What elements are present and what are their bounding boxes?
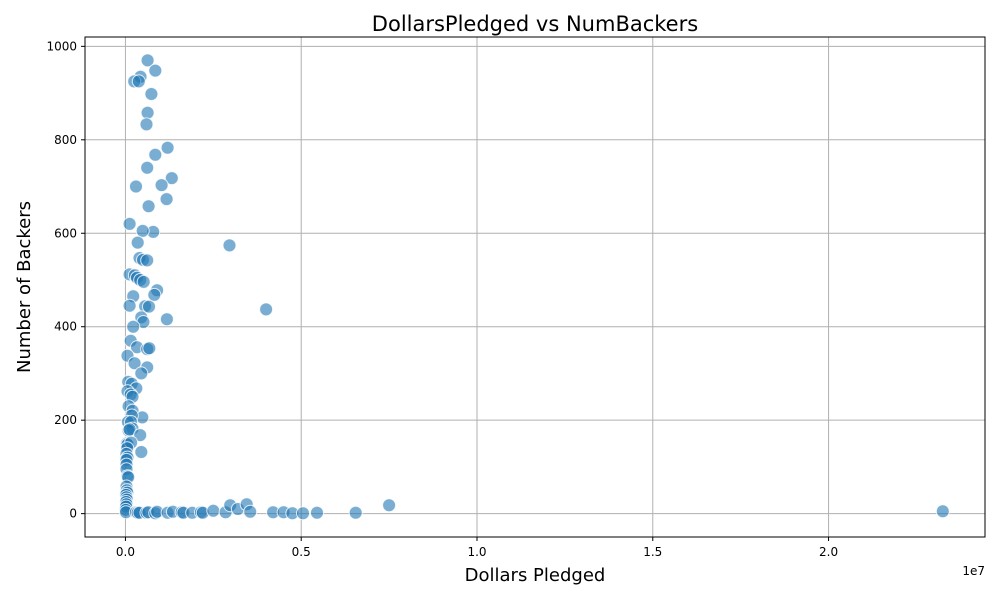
scatter-point xyxy=(154,178,169,193)
y-tick-label: 400 xyxy=(54,320,77,334)
scatter-point xyxy=(222,238,237,253)
scatter-point xyxy=(348,505,363,520)
y-axis-ticks: 0 200 400 600 800 1000 xyxy=(46,39,85,521)
scatter-point xyxy=(140,253,155,268)
grid xyxy=(85,37,985,537)
x-tick-label: 0.0 xyxy=(116,545,135,559)
scatter-point xyxy=(142,299,156,314)
scatter-point xyxy=(382,498,397,513)
x-axis-offset-label: 1e7 xyxy=(962,564,985,578)
chart-title: DollarsPledged vs NumBackers xyxy=(372,12,698,36)
scatter-point xyxy=(135,223,150,238)
scatter-point xyxy=(147,287,162,302)
x-tick-label: 2.0 xyxy=(819,545,838,559)
scatter-point xyxy=(259,302,274,317)
scatter-point xyxy=(131,74,146,89)
scatter-point xyxy=(148,147,163,162)
scatter-point xyxy=(310,505,324,520)
y-tick-label: 0 xyxy=(69,507,77,521)
y-tick-label: 800 xyxy=(54,133,77,147)
scatter-point xyxy=(243,504,258,519)
scatter-point xyxy=(129,179,143,194)
scatter-point xyxy=(130,235,145,250)
x-axis-ticks: 0.0 0.5 1.0 1.5 2.0 xyxy=(116,537,838,559)
scatter-point xyxy=(159,192,174,207)
scatter-point xyxy=(139,117,154,132)
scatter-point xyxy=(140,105,155,120)
x-tick-label: 1.0 xyxy=(467,545,486,559)
scatter-point xyxy=(206,503,221,518)
y-tick-label: 200 xyxy=(54,413,77,427)
scatter-point xyxy=(136,274,151,289)
x-tick-label: 0.5 xyxy=(292,545,311,559)
scatter-point xyxy=(122,298,137,313)
x-axis-title: Dollars Pledged xyxy=(465,565,606,586)
scatter-point xyxy=(133,428,148,443)
scatter-point xyxy=(142,341,157,356)
scatter-point xyxy=(148,63,163,78)
scatter-point xyxy=(126,319,141,334)
plot-frame xyxy=(84,36,986,538)
scatter-point xyxy=(140,160,155,175)
scatter-point xyxy=(159,312,174,327)
scatter-point xyxy=(935,504,950,519)
scatter-point xyxy=(127,356,142,371)
scatter-point xyxy=(122,216,137,231)
data-points xyxy=(118,53,950,521)
y-axis-title: Number of Backers xyxy=(14,201,35,373)
x-tick-label: 1.5 xyxy=(643,545,662,559)
scatter-point xyxy=(160,140,175,155)
scatter-point xyxy=(134,366,149,381)
scatter-point xyxy=(134,445,149,459)
scatter-point xyxy=(144,87,159,101)
scatter-point xyxy=(164,171,179,186)
scatter-point xyxy=(140,53,155,68)
y-tick-label: 1000 xyxy=(46,39,77,53)
scatter-point xyxy=(296,506,310,521)
scatter-point xyxy=(141,199,156,214)
y-tick-label: 600 xyxy=(54,226,77,240)
